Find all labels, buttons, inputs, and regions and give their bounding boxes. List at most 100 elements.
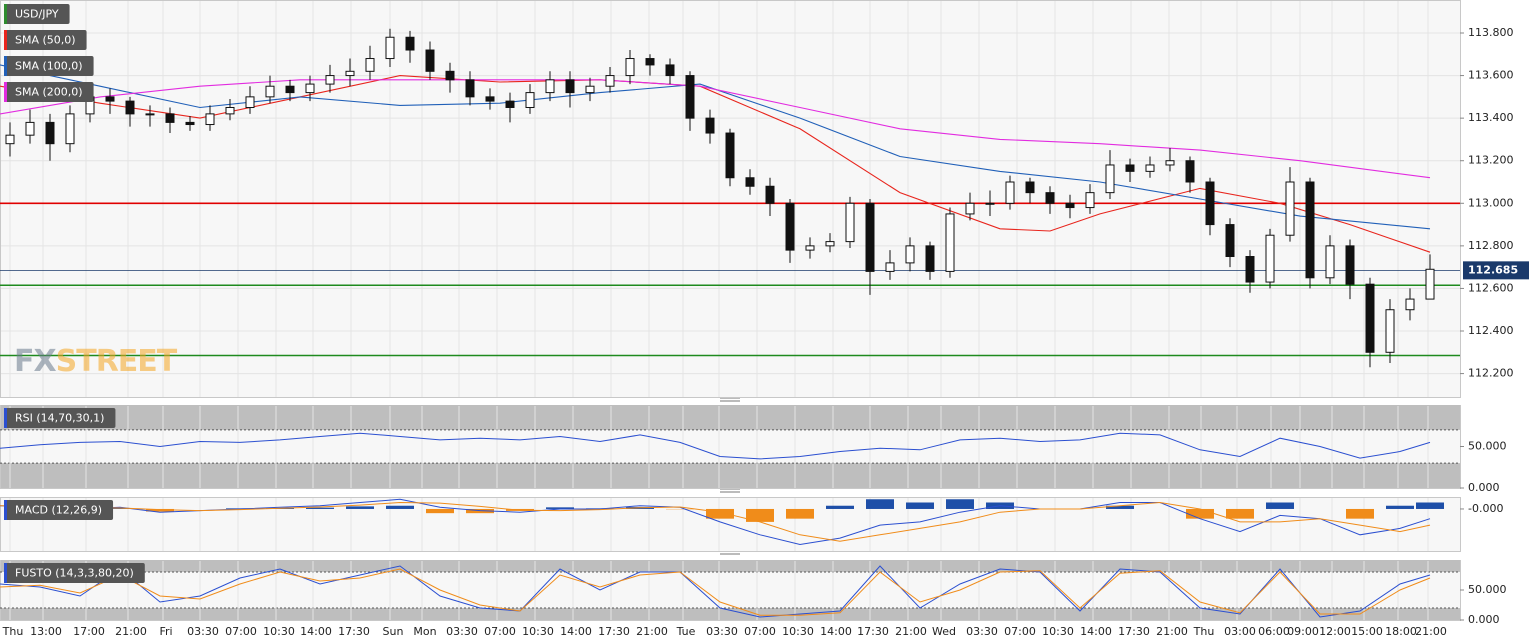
histogram-bar xyxy=(746,508,774,522)
x-tick-label: 07:00 xyxy=(744,625,776,638)
x-tick-label: 21:00 xyxy=(895,625,927,638)
histogram-bar xyxy=(306,507,334,509)
x-tick-label: 07:00 xyxy=(484,625,516,638)
histogram-bar xyxy=(426,508,454,514)
x-tick-label: 15:00 xyxy=(1351,625,1383,638)
x-tick-label: 21:00 xyxy=(1415,625,1447,638)
candle-body xyxy=(825,241,835,247)
candle-body xyxy=(205,113,215,126)
x-tick-label: 14:00 xyxy=(1080,625,1112,638)
x-tick-label: 03:30 xyxy=(706,625,738,638)
histogram-bar xyxy=(386,505,414,509)
x-tick-label: 17:30 xyxy=(1118,625,1150,638)
indicator-line xyxy=(0,432,1431,460)
histogram-bar xyxy=(1346,508,1374,519)
indicator-line xyxy=(0,568,1431,616)
candle-body xyxy=(985,202,995,205)
histogram-bar xyxy=(346,506,374,509)
histogram-bar xyxy=(906,502,934,509)
candle-body xyxy=(485,96,495,102)
y-tick-label: 113.000 xyxy=(1468,196,1514,209)
candle-body xyxy=(585,85,595,94)
candle-body xyxy=(1325,245,1335,279)
x-tick-label: Tue xyxy=(676,625,696,638)
legend-box xyxy=(4,500,114,520)
sma-line xyxy=(0,64,1431,230)
x-tick-label: 12:00 xyxy=(1319,625,1351,638)
x-tick-label: 10:30 xyxy=(522,625,554,638)
candle-body xyxy=(445,70,455,81)
candle-body xyxy=(1245,256,1255,283)
indicator-line xyxy=(0,565,1431,618)
candle-body xyxy=(1125,164,1135,172)
candle-body xyxy=(265,85,275,98)
watermark: FXSTREET xyxy=(14,344,178,379)
candle-body xyxy=(385,36,395,60)
panel-background xyxy=(0,0,1461,398)
histogram-bar xyxy=(1416,502,1444,509)
legend-label: MACD (12,26,9) xyxy=(15,504,102,517)
candle-body xyxy=(1105,164,1115,194)
candle-body xyxy=(885,262,895,272)
x-tick-label: 17:00 xyxy=(73,625,105,638)
candle-body xyxy=(685,75,695,119)
candle-body xyxy=(1225,224,1235,258)
histogram-bar xyxy=(786,508,814,519)
candle-body xyxy=(325,75,335,85)
candle-body xyxy=(765,185,775,204)
x-tick-label: 17:30 xyxy=(857,625,889,638)
x-tick-label: 07:00 xyxy=(1004,625,1036,638)
candle-body xyxy=(285,85,295,94)
legend-box xyxy=(4,56,94,76)
band-upper xyxy=(1,405,1460,430)
candle-body xyxy=(745,177,755,187)
candle-body xyxy=(185,121,195,126)
candle-body xyxy=(1185,160,1195,183)
indicator-line xyxy=(0,498,1431,546)
band-lower xyxy=(1,608,1460,620)
y-tick-label: 112.600 xyxy=(1468,281,1514,294)
x-tick-label: Sun xyxy=(383,625,404,638)
candle-body xyxy=(725,132,735,179)
legend-label: USD/JPY xyxy=(15,8,59,21)
candle-body xyxy=(1065,202,1075,209)
candle-body xyxy=(505,100,515,108)
x-tick-label: 10:30 xyxy=(1042,625,1074,638)
candle-body xyxy=(1385,309,1395,353)
x-tick-label: 21:00 xyxy=(636,625,668,638)
legend-box xyxy=(4,30,87,50)
candle-body xyxy=(25,121,35,136)
candle-body xyxy=(45,121,55,145)
legend-box xyxy=(4,408,116,428)
x-tick-label: Mon xyxy=(413,625,436,638)
candle-body xyxy=(785,202,795,251)
legend-label: SMA (100,0) xyxy=(15,60,83,73)
candle-body xyxy=(965,202,975,215)
legend-swatch xyxy=(4,4,7,24)
candle-body xyxy=(565,79,575,94)
candle-body xyxy=(1345,245,1355,285)
legend-swatch xyxy=(4,56,7,76)
indicator-line xyxy=(0,501,1431,542)
y-tick-label: 0.000 xyxy=(1468,481,1500,494)
y-tick-label: 113.600 xyxy=(1468,69,1514,82)
candle-body xyxy=(1165,160,1175,166)
y-tick-label: 113.200 xyxy=(1468,154,1514,167)
legend-box xyxy=(4,563,145,583)
histogram-bar xyxy=(1106,505,1134,509)
x-tick-label: 07:00 xyxy=(225,625,257,638)
watermark-part: FX xyxy=(14,344,56,379)
candle-body xyxy=(1365,283,1375,353)
x-tick-label: 21:00 xyxy=(115,625,147,638)
y-tick-label: 112.200 xyxy=(1468,367,1514,380)
legend-swatch xyxy=(4,563,7,583)
panel-background xyxy=(0,497,1461,552)
candle-body xyxy=(465,79,475,98)
band-upper xyxy=(1,560,1460,572)
candle-body xyxy=(625,58,635,77)
y-tick-label: 50.000 xyxy=(1468,440,1507,453)
histogram-bar xyxy=(706,508,734,519)
candle-body xyxy=(145,113,155,116)
candle-body xyxy=(805,245,815,251)
